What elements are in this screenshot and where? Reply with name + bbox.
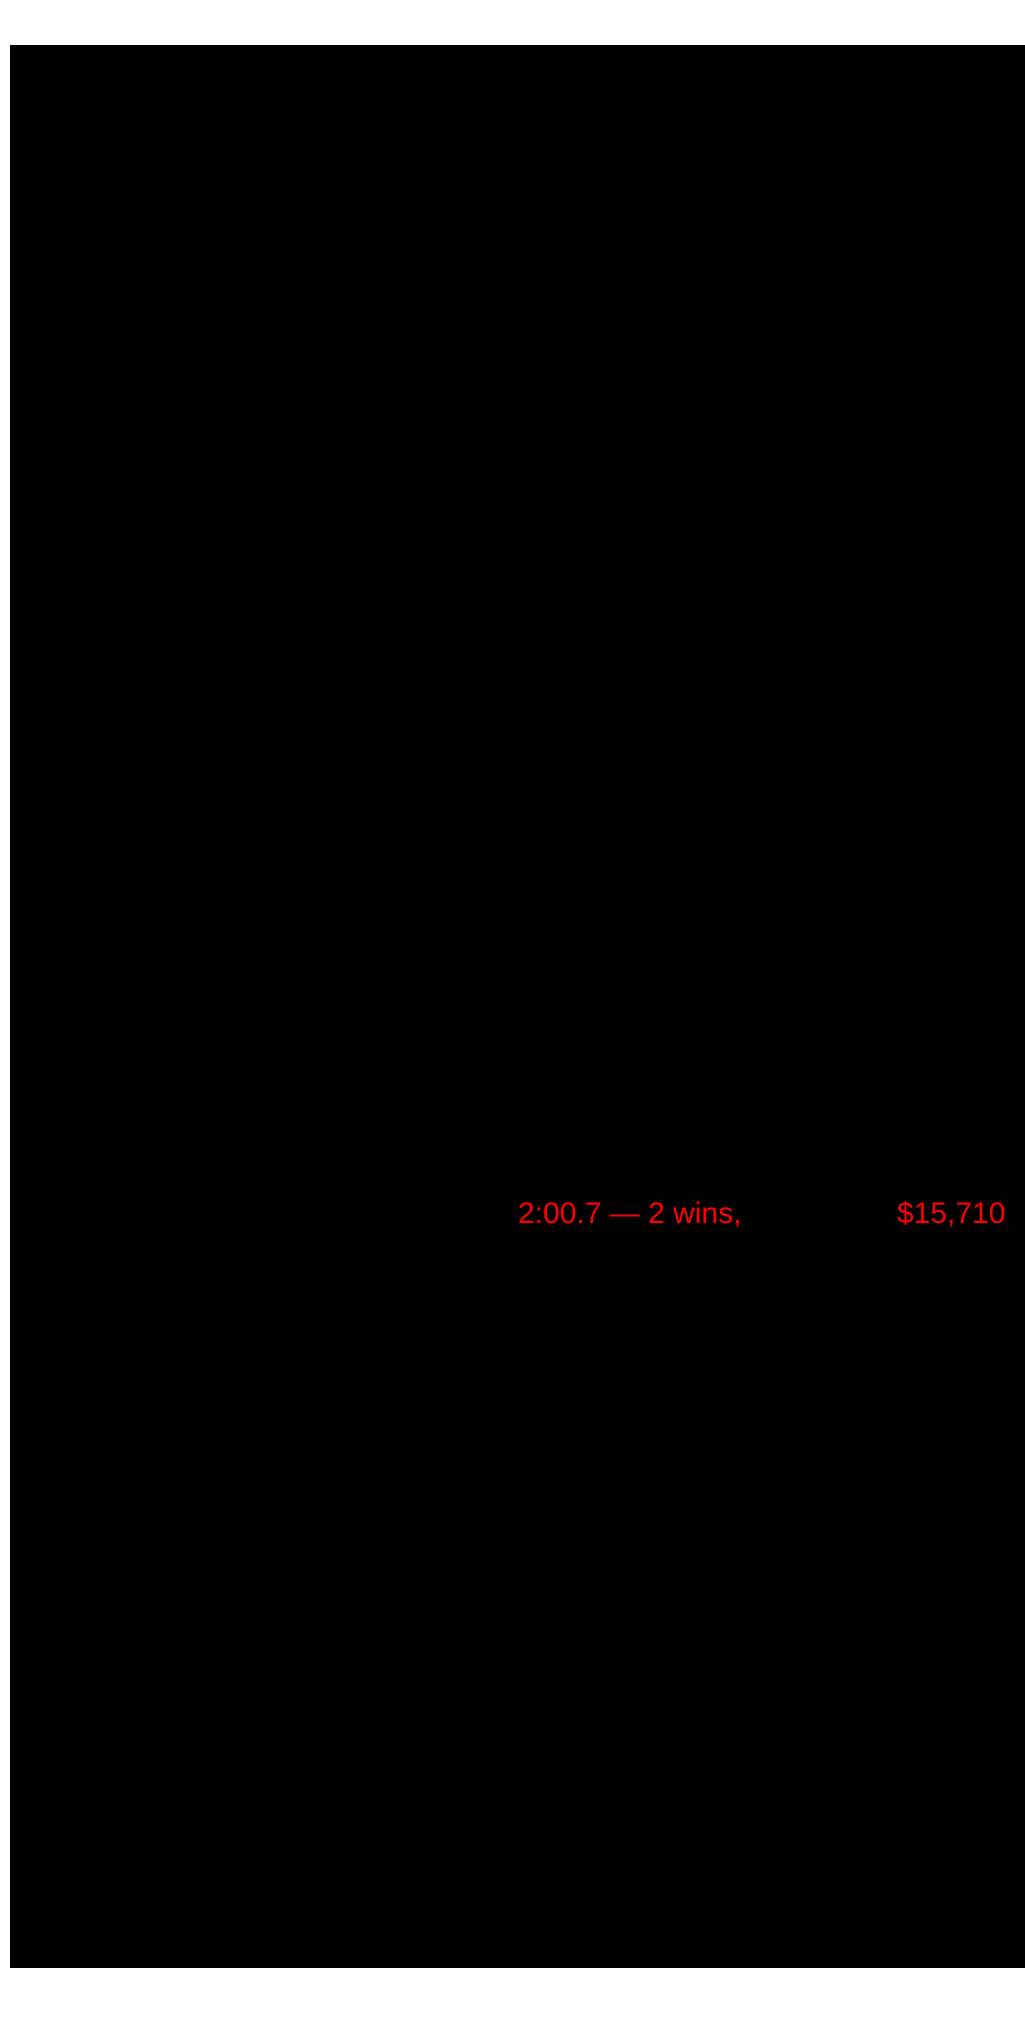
page-margin-bottom <box>0 1968 1025 2025</box>
earnings-amount-text: $15,710 <box>897 1197 1006 1230</box>
content-line: 2:00.7 — 2 wins, $15,710 <box>10 1197 1025 1231</box>
page-margin-left <box>0 0 10 2025</box>
page-margin-top <box>0 0 1025 45</box>
page-canvas: 2:00.7 — 2 wins, $15,710 <box>10 45 1025 1968</box>
race-result-text: 2:00.7 — 2 wins, <box>518 1197 742 1230</box>
